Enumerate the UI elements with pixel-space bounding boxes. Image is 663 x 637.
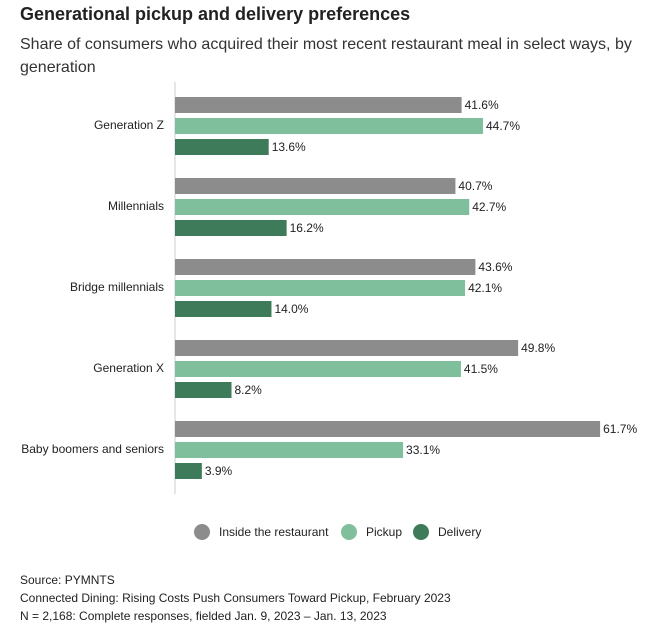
legend-label: Delivery [438, 525, 481, 539]
bar [175, 259, 476, 275]
chart-title: Generational pickup and delivery prefere… [20, 4, 411, 24]
value-label: 42.7% [472, 200, 506, 214]
value-label: 3.9% [205, 464, 233, 478]
value-label: 41.5% [464, 362, 498, 376]
value-label: 61.7% [603, 422, 637, 436]
bar [175, 340, 519, 356]
value-label: 43.6% [478, 260, 512, 274]
bar [175, 421, 601, 437]
bar [175, 301, 272, 317]
category-label: Bridge millennials [70, 280, 164, 294]
bar [175, 139, 269, 155]
legend-marker [194, 524, 210, 540]
bar [175, 199, 470, 215]
value-label: 14.0% [274, 302, 308, 316]
legend-label: Inside the restaurant [219, 525, 329, 539]
value-label: 33.1% [406, 443, 440, 457]
legend-marker [341, 524, 357, 540]
value-label: 49.8% [521, 341, 555, 355]
value-label: 41.6% [465, 98, 499, 112]
bar [175, 442, 404, 458]
bar [175, 361, 461, 377]
category-label: Baby boomers and seniors [21, 442, 164, 456]
bar [175, 382, 232, 398]
legend-marker [413, 524, 429, 540]
value-label: 13.6% [272, 140, 306, 154]
bar [175, 178, 456, 194]
value-label: 16.2% [290, 221, 324, 235]
legend-label: Pickup [366, 525, 402, 539]
value-label: 8.2% [234, 383, 262, 397]
value-label: 44.7% [486, 119, 520, 133]
bar [175, 97, 462, 113]
bar [175, 118, 483, 134]
notes: Source: PYMNTS Connected Dining: Rising C… [20, 571, 451, 625]
category-label: Millennials [108, 199, 164, 213]
value-label: 40.7% [458, 179, 492, 193]
bar [175, 463, 202, 479]
note: Source: PYMNTS [20, 573, 115, 587]
category-label: Generation X [93, 361, 164, 375]
chart-subtitle: Share of consumers who acquired their mo… [20, 36, 632, 76]
category-label: Generation Z [94, 118, 164, 132]
bar [175, 220, 287, 236]
value-label: 42.1% [468, 281, 502, 295]
note: Connected Dining: Rising Costs Push Cons… [20, 591, 451, 605]
note: N = 2,168: Complete responses, fielded J… [20, 609, 387, 623]
bar [175, 280, 466, 296]
